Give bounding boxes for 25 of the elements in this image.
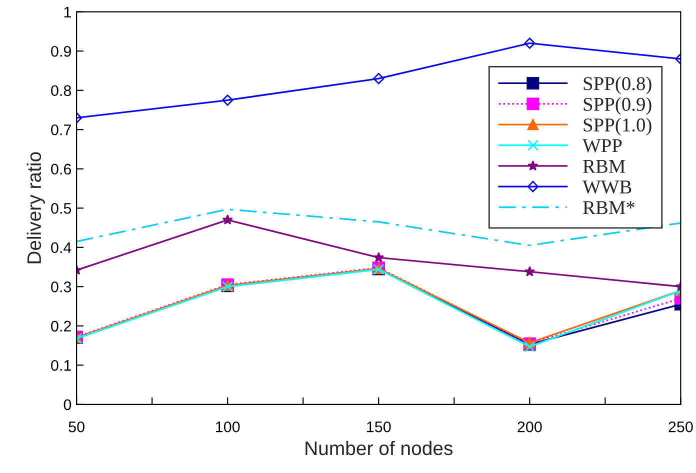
legend-label: SPP(0.8) [584, 76, 652, 94]
y-tick-label: 0.4 [51, 242, 72, 254]
x-tick-label: 200 [518, 421, 542, 432]
x-tick-label: 250 [668, 421, 693, 432]
y-tick-label: 0.7 [51, 124, 71, 136]
y-tick-label: 0.2 [51, 320, 71, 332]
legend-label: SPP(1.0) [584, 118, 652, 136]
legend-label: RBM* [583, 201, 635, 214]
y-tick-label: 0.6 [51, 164, 72, 175]
legend-label: RBM [583, 160, 626, 173]
y-tick-label: 0.9 [51, 46, 71, 57]
legend-label: SPP(0.9) [584, 97, 652, 115]
x-tick-label: 150 [367, 421, 391, 432]
legend-label: WWB [582, 180, 632, 194]
y-tick-label: 0.8 [51, 85, 72, 96]
legend-label: WPP [582, 139, 622, 152]
y-tick-label: 0.5 [51, 202, 72, 214]
y-tick-label: 0 [64, 399, 72, 410]
y-axis-title: Delivery ratio [26, 152, 45, 264]
y-tick-label: 0.1 [51, 360, 71, 371]
x-tick-label: 100 [216, 421, 240, 432]
x-tick-label: 50 [68, 421, 84, 432]
y-tick-label: 0.3 [51, 282, 72, 292]
y-tick-label: 1 [64, 6, 71, 18]
x-axis-title: Number of nodes [306, 440, 453, 456]
